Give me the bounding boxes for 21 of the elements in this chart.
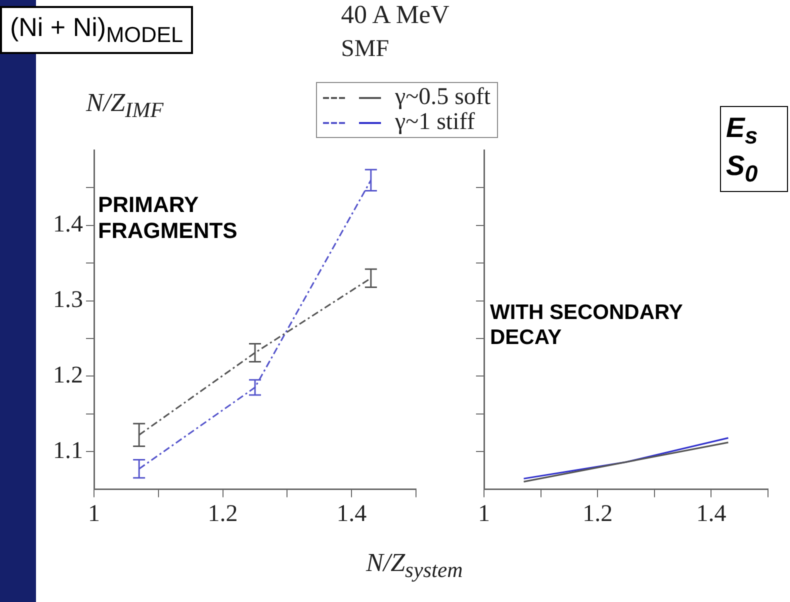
y-tick-label: 1.2 xyxy=(53,362,83,388)
x-tick-label: 1.4 xyxy=(336,500,367,527)
x-tick-label: 1.4 xyxy=(696,500,726,527)
annotation: PRIMARY FRAGMENTS xyxy=(98,192,238,245)
text: E$_{s}$ xyxy=(726,112,758,150)
y-tick-label: 1.1 xyxy=(53,438,83,464)
chart-subtitle: SMF xyxy=(341,36,390,63)
x-tick-label: 1 xyxy=(88,500,100,527)
y-tick-label: 1.3 xyxy=(53,287,83,314)
x-axis-title: N/Z$_{system}$ xyxy=(366,548,463,584)
y-axis-title: N/Z$_{IMF}$ xyxy=(86,88,164,124)
annotation: S$_{0}$ xyxy=(726,150,758,188)
legend-label: γ~0.5 soft xyxy=(395,84,491,110)
x-tick-label: 1.2 xyxy=(582,500,613,527)
text: γ~1 stiff xyxy=(395,109,475,136)
chart-title: 40 A MeV xyxy=(341,0,450,30)
annotation: WITH SECONDARY DECAY xyxy=(490,300,684,350)
x-tick-label: 1.2 xyxy=(208,500,238,527)
y-tick-label: 1.4 xyxy=(53,212,83,238)
text: (Ni + Ni)$_{MODEL}$ xyxy=(0,6,194,54)
x-tick-label: 1 xyxy=(478,500,490,527)
